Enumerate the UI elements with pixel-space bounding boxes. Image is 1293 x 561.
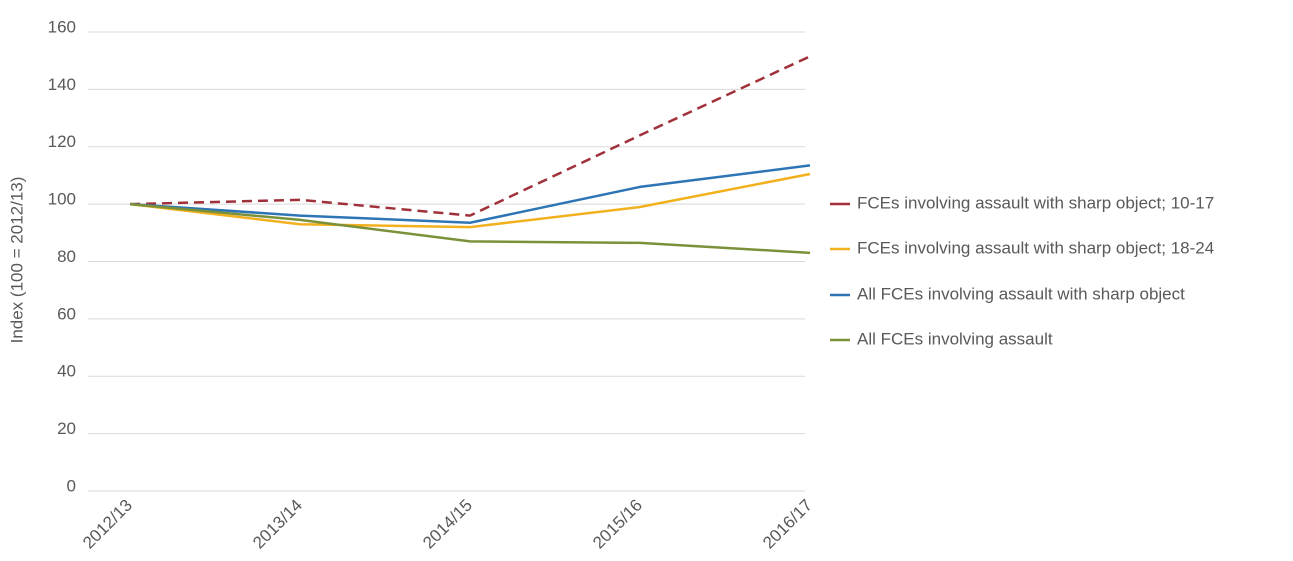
y-tick-label: 60 xyxy=(57,304,76,323)
y-tick-label: 100 xyxy=(48,190,76,209)
data-line xyxy=(129,172,811,229)
y-tick-label: 80 xyxy=(57,247,76,266)
data-line xyxy=(129,55,811,217)
data-line xyxy=(129,202,811,255)
x-tick-label: 2016/17 xyxy=(759,496,816,553)
legend-label: FCEs involving assault with sharp object… xyxy=(857,193,1214,212)
x-tick-label: 2012/13 xyxy=(79,496,136,553)
y-tick-label: 120 xyxy=(48,132,76,151)
y-tick-label: 40 xyxy=(57,362,76,381)
y-tick-label: 20 xyxy=(57,419,76,438)
legend-label: All FCEs involving assault xyxy=(857,329,1053,348)
y-axis-label: Index (100 = 2012/13) xyxy=(7,177,26,344)
legend-label: FCEs involving assault with sharp object… xyxy=(857,238,1214,257)
x-tick-label: 2013/14 xyxy=(249,496,306,553)
y-tick-label: 0 xyxy=(67,476,76,495)
y-tick-label: 140 xyxy=(48,75,76,94)
y-tick-label: 160 xyxy=(48,17,76,36)
data-line xyxy=(129,164,811,225)
x-tick-label: 2014/15 xyxy=(419,496,476,553)
x-tick-label: 2015/16 xyxy=(589,496,646,553)
legend-label: All FCEs involving assault with sharp ob… xyxy=(857,284,1185,303)
